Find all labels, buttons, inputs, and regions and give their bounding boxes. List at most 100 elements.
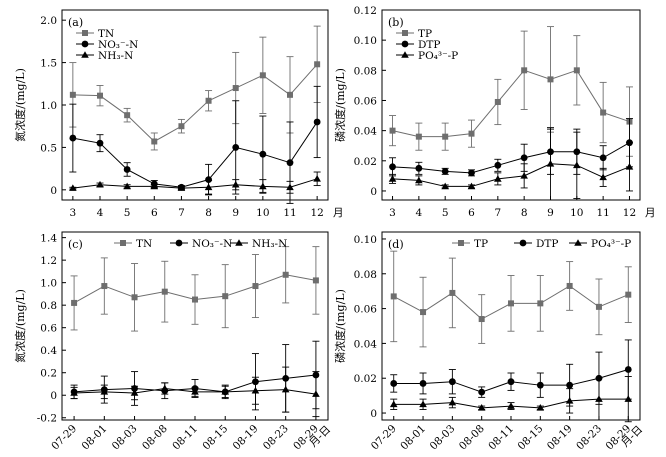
data-point: [232, 85, 239, 92]
series-nh3: [388, 127, 634, 201]
y-tick-label: 0.08: [354, 269, 377, 281]
y-tick-label: 0.04: [354, 126, 378, 138]
series-no3: [390, 339, 632, 407]
data-point: [521, 67, 528, 74]
chart-panel-a: 0 0.5 1.0 1.5 2.0 3 4 5 6 7 8 9 10 11 12 月 氮浓度/(mg/L) (a)…: [13, 9, 344, 219]
series-line: [392, 69, 630, 138]
data-point: [123, 182, 131, 190]
legend-marker: [401, 51, 409, 58]
y-axis-label: 磷浓度/(mg/L): [333, 68, 347, 142]
series-no3: [69, 85, 321, 204]
data-point: [96, 139, 104, 147]
legend-marker: [81, 40, 89, 48]
y-tick-label: 0.04: [354, 338, 378, 350]
series-line: [72, 178, 318, 189]
x-tick-label: 5: [442, 207, 449, 219]
x-tick-label: 10: [570, 207, 583, 219]
chart-panel-c: -0.200.20.40.60.81.01.21.407-29 08-01 08-0…: [13, 231, 333, 453]
series-line: [72, 63, 318, 143]
x-tick-label: 3: [389, 207, 396, 219]
series-nh3: [389, 376, 633, 423]
legend-marker: [81, 51, 89, 58]
data-point: [123, 166, 131, 173]
y-axis-label: 氮浓度/(mg/L): [13, 68, 27, 142]
legend-label: NO₃⁻-N: [192, 238, 232, 250]
data-point: [507, 402, 515, 409]
x-tick-label: 9: [547, 207, 554, 219]
data-point: [259, 150, 267, 158]
x-tick-label: 7: [178, 207, 185, 219]
data-point: [101, 283, 108, 290]
y-tick-label: 0.4: [40, 345, 57, 357]
plot-frame: [381, 9, 641, 201]
data-point: [281, 385, 290, 393]
data-point: [565, 397, 574, 404]
data-point: [537, 300, 544, 307]
legend-marker: [120, 240, 126, 246]
data-point: [625, 163, 634, 170]
x-tick-label: 8: [521, 207, 528, 219]
y-tick-label: 0.5: [40, 142, 57, 154]
data-point: [536, 404, 545, 411]
x-tick-label: 4: [97, 207, 104, 219]
legend-marker: [402, 30, 408, 36]
data-point: [415, 176, 423, 184]
data-point: [161, 288, 168, 295]
data-point: [520, 154, 528, 162]
data-point: [599, 173, 607, 181]
data-point: [251, 386, 260, 394]
panel-label: (a): [68, 16, 83, 29]
x-tick-label: 08-08: [457, 423, 487, 453]
data-point: [448, 378, 456, 386]
data-point: [624, 395, 633, 402]
data-point: [69, 91, 76, 98]
data-point: [468, 169, 475, 177]
data-point: [494, 175, 502, 182]
y-tick-label: 0.06: [354, 95, 378, 107]
data-point: [69, 134, 77, 142]
data-point: [566, 381, 574, 389]
chart-panel-d: 0 0.02 0.04 0.06 0.08 0.10 07-29 08-01 08-03 08-0…: [333, 231, 645, 453]
legend-label: TP: [418, 28, 432, 40]
y-tick-label: 1.0: [40, 100, 57, 112]
data-point: [71, 299, 78, 306]
data-point: [419, 400, 427, 408]
data-point: [536, 381, 544, 389]
data-point: [192, 296, 198, 303]
y-tick-label: 1.2: [40, 255, 57, 267]
y-tick-label: 1.5: [40, 58, 57, 70]
legend-marker: [235, 239, 243, 246]
data-point: [573, 161, 581, 169]
data-point: [178, 123, 185, 130]
legend-label: PO₄³⁻-P: [591, 238, 631, 250]
x-tick-label: 08-01: [398, 423, 428, 453]
data-point: [259, 182, 267, 190]
data-point: [389, 163, 396, 171]
data-point: [595, 303, 602, 310]
data-point: [191, 388, 199, 395]
x-tick-label: 08-03: [428, 423, 458, 453]
data-point: [442, 133, 449, 140]
chart-panel-b: 0 0.02 0.04 0.06 0.08 0.10 0.12 3 4 5 6 7 8 9 10 11 12 月 磷…: [333, 5, 656, 219]
y-tick-label: 1.0: [40, 278, 57, 290]
data-point: [494, 161, 502, 169]
data-point: [441, 167, 449, 175]
series-line: [392, 163, 630, 187]
data-point: [448, 398, 457, 406]
series-no3: [70, 340, 320, 413]
data-point: [150, 182, 159, 190]
y-tick-label: 0.2: [40, 368, 57, 380]
data-point: [507, 378, 515, 386]
x-tick-label: 07-29: [369, 423, 399, 453]
y-tick-label: 0: [370, 186, 377, 198]
legend-label: NH₃-N: [98, 50, 133, 62]
data-point: [286, 183, 294, 191]
legend-label: DTP: [418, 39, 441, 51]
panel-label: (b): [388, 16, 404, 29]
series-line: [72, 121, 318, 188]
data-point: [547, 76, 554, 83]
